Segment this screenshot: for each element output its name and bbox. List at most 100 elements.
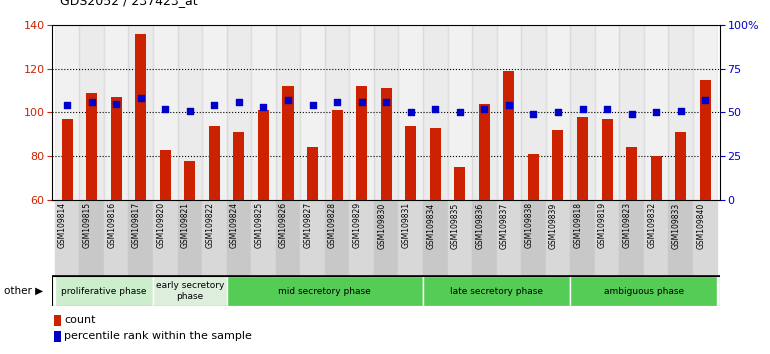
Text: GSM109831: GSM109831 — [402, 202, 410, 249]
Bar — [700, 80, 711, 200]
Text: GSM109819: GSM109819 — [598, 202, 607, 249]
Bar — [226, 276, 423, 306]
Bar — [479, 104, 490, 200]
Text: GSM109832: GSM109832 — [647, 202, 656, 249]
Bar — [374, 25, 398, 200]
Bar — [472, 200, 497, 276]
Bar — [233, 132, 244, 200]
Point — [625, 111, 638, 117]
Bar — [325, 200, 350, 276]
Point — [61, 103, 73, 108]
Bar — [300, 25, 325, 200]
Text: percentile rank within the sample: percentile rank within the sample — [65, 331, 253, 341]
Bar — [159, 150, 171, 200]
Bar — [55, 276, 153, 306]
Text: GSM109839: GSM109839 — [549, 202, 558, 249]
Text: GSM109828: GSM109828 — [328, 202, 337, 248]
Bar — [202, 200, 226, 276]
Bar — [601, 119, 613, 200]
Text: GSM109829: GSM109829 — [353, 202, 362, 249]
Bar — [86, 93, 97, 200]
Bar — [178, 25, 202, 200]
Point — [650, 109, 662, 115]
Bar — [153, 25, 178, 200]
Bar — [594, 25, 619, 200]
Bar — [668, 25, 693, 200]
Bar — [62, 119, 72, 200]
Bar — [497, 25, 521, 200]
Text: GSM109836: GSM109836 — [475, 202, 484, 249]
Bar — [54, 331, 61, 342]
Bar — [276, 200, 300, 276]
Point — [527, 111, 540, 117]
Text: GSM109838: GSM109838 — [524, 202, 534, 249]
Bar — [153, 276, 226, 306]
Bar — [521, 25, 546, 200]
Bar — [521, 200, 546, 276]
Bar — [577, 117, 588, 200]
Bar — [571, 25, 594, 200]
Bar — [447, 25, 472, 200]
Bar — [454, 167, 465, 200]
Bar — [693, 200, 718, 276]
Text: GSM109827: GSM109827 — [303, 202, 313, 249]
Bar — [136, 34, 146, 200]
Bar — [54, 315, 61, 326]
Bar — [79, 25, 104, 200]
Bar — [626, 147, 637, 200]
Point — [208, 103, 220, 108]
Text: GSM109815: GSM109815 — [82, 202, 92, 249]
Point — [183, 108, 196, 114]
Bar — [528, 154, 539, 200]
Bar — [184, 161, 196, 200]
Text: count: count — [65, 315, 96, 325]
Bar — [209, 126, 220, 200]
Text: GSM109830: GSM109830 — [377, 202, 386, 249]
Bar — [423, 25, 447, 200]
Bar — [668, 200, 693, 276]
Bar — [350, 25, 374, 200]
Point — [552, 109, 564, 115]
Text: GSM109825: GSM109825 — [254, 202, 263, 249]
Point — [282, 97, 294, 103]
Bar — [129, 200, 153, 276]
Text: GSM109817: GSM109817 — [132, 202, 141, 249]
Point — [159, 106, 172, 112]
Text: GSM109814: GSM109814 — [58, 202, 67, 249]
Point — [380, 99, 392, 105]
Text: GSM109822: GSM109822 — [206, 202, 214, 248]
Text: GSM109835: GSM109835 — [450, 202, 460, 249]
Point — [429, 106, 441, 112]
Bar — [251, 25, 276, 200]
Bar — [374, 200, 398, 276]
Bar — [251, 200, 276, 276]
Point — [699, 97, 711, 103]
Point — [257, 104, 270, 110]
Point — [110, 101, 122, 107]
Point — [601, 106, 613, 112]
Bar — [258, 110, 269, 200]
Bar — [447, 200, 472, 276]
Bar — [651, 156, 661, 200]
Bar — [111, 97, 122, 200]
Bar — [504, 71, 514, 200]
Text: GSM109833: GSM109833 — [671, 202, 681, 249]
Text: early secretory
phase: early secretory phase — [156, 281, 224, 301]
Text: proliferative phase: proliferative phase — [61, 287, 146, 296]
Bar — [55, 25, 79, 200]
Bar — [423, 200, 447, 276]
Point — [478, 106, 490, 112]
Text: GSM109824: GSM109824 — [230, 202, 239, 249]
Bar — [226, 200, 251, 276]
Point — [404, 109, 417, 115]
Point — [233, 99, 245, 105]
Text: other ▶: other ▶ — [4, 286, 43, 296]
Bar — [202, 25, 226, 200]
Bar — [104, 200, 129, 276]
Point — [356, 99, 368, 105]
Bar — [129, 25, 153, 200]
Text: GSM109820: GSM109820 — [156, 202, 166, 249]
Bar — [55, 200, 79, 276]
Point — [576, 106, 588, 112]
Bar — [619, 200, 644, 276]
